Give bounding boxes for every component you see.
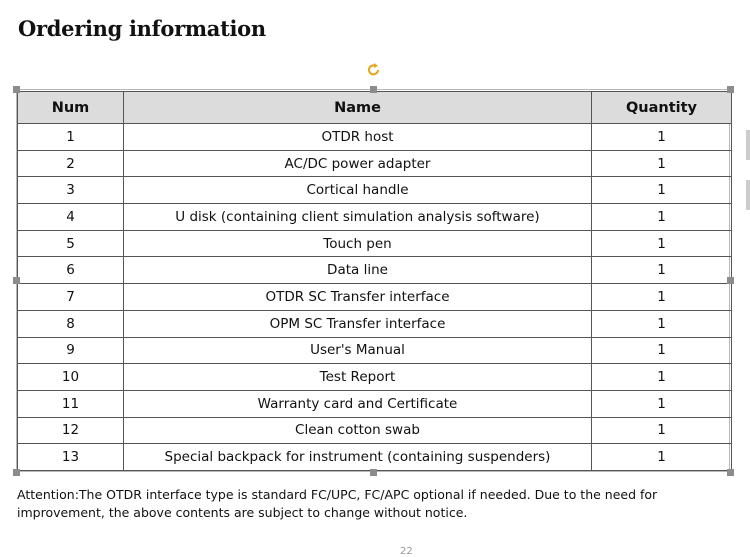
table-cell: OTDR host — [123, 123, 592, 151]
table-cell: 5 — [17, 229, 124, 258]
table-cell: OTDR SC Transfer interface — [123, 283, 592, 311]
table-cell: 12 — [17, 416, 124, 445]
note-line: improvement, the above contents are subj… — [17, 505, 468, 520]
table-cell: 7 — [17, 283, 124, 311]
resize-handle[interactable] — [13, 86, 20, 93]
column-header: Name — [123, 91, 592, 124]
table-cell: Warranty card and Certificate — [123, 389, 592, 418]
table-cell: 1 — [591, 309, 732, 338]
table-cell: Special backpack for instrument (contain… — [123, 443, 592, 471]
column-header: Num — [17, 91, 124, 124]
table-cell: 1 — [591, 229, 732, 258]
table-row: 6 Data line 1 — [17, 256, 732, 285]
table-cell: 6 — [17, 256, 124, 285]
table-cell: 1 — [591, 443, 732, 471]
table-cell: Clean cotton swab — [123, 416, 592, 445]
table-cell: 1 — [591, 256, 732, 285]
table-row: 9 User's Manual 1 — [17, 336, 732, 365]
table-cell: 10 — [17, 363, 124, 391]
note-line: Attention:The OTDR interface type is sta… — [17, 487, 658, 502]
table-row: 8 OPM SC Transfer interface 1 — [17, 309, 732, 338]
table-cell: OPM SC Transfer interface — [123, 309, 592, 338]
table-row: 3 Cortical handle 1 — [17, 176, 732, 205]
table-cell: 11 — [17, 389, 124, 418]
table-row: 2 AC/DC power adapter 1 — [17, 149, 732, 178]
table-cell: 1 — [591, 336, 732, 365]
table-cell: AC/DC power adapter — [123, 149, 592, 178]
table-row: 12 Clean cotton swab 1 — [17, 416, 732, 445]
table-cell: 4 — [17, 203, 124, 231]
table-cell: 1 — [591, 363, 732, 391]
table-cell: 1 — [591, 389, 732, 418]
rotate-handle[interactable] — [367, 62, 381, 78]
order-table: Num Name Quantity 1 OTDR host 1 2 AC/DC power … — [17, 91, 732, 471]
table-cell: 1 — [17, 123, 124, 151]
resize-handle[interactable] — [13, 469, 20, 476]
table-row: 1 OTDR host 1 — [17, 123, 732, 151]
table-cell: Data line — [123, 256, 592, 285]
table-cell: 9 — [17, 336, 124, 365]
table-cell: 1 — [591, 149, 732, 178]
table-cell: Test Report — [123, 363, 592, 391]
resize-handle[interactable] — [727, 86, 734, 93]
side-element — [746, 180, 750, 210]
resize-handle[interactable] — [370, 469, 377, 476]
resize-handle[interactable] — [727, 277, 734, 284]
table-cell: 8 — [17, 309, 124, 338]
header-row: Num Name Quantity — [17, 91, 732, 124]
table-cell: 1 — [591, 283, 732, 311]
table-cell: User's Manual — [123, 336, 592, 365]
side-element — [746, 130, 750, 160]
resize-handle[interactable] — [13, 277, 20, 284]
table-cell: 1 — [591, 203, 732, 231]
table-row: 13 Special backpack for instrument (conta… — [17, 443, 732, 471]
table-row: 11 Warranty card and Certificate 1 — [17, 389, 732, 418]
page-number: 22 — [400, 546, 413, 557]
column-header: Quantity — [591, 91, 732, 124]
table-row: 7 OTDR SC Transfer interface 1 — [17, 283, 732, 311]
table-cell: 2 — [17, 149, 124, 178]
table-cell: U disk (containing client simulation ana… — [123, 203, 592, 231]
table-cell: 1 — [591, 416, 732, 445]
table-cell: 1 — [591, 123, 732, 151]
table-cell: 1 — [591, 176, 732, 205]
table-row: 5 Touch pen 1 — [17, 229, 732, 258]
table-row: 10 Test Report 1 — [17, 363, 732, 391]
table-cell: 3 — [17, 176, 124, 205]
table-cell: 13 — [17, 443, 124, 471]
resize-handle[interactable] — [727, 469, 734, 476]
title: Ordering information — [18, 16, 266, 41]
resize-handle[interactable] — [370, 86, 377, 93]
table-cell: Touch pen — [123, 229, 592, 258]
table-body: 1 OTDR host 1 2 AC/DC power adapter 1 3 Cortica… — [17, 123, 732, 471]
table-cell: Cortical handle — [123, 176, 592, 205]
